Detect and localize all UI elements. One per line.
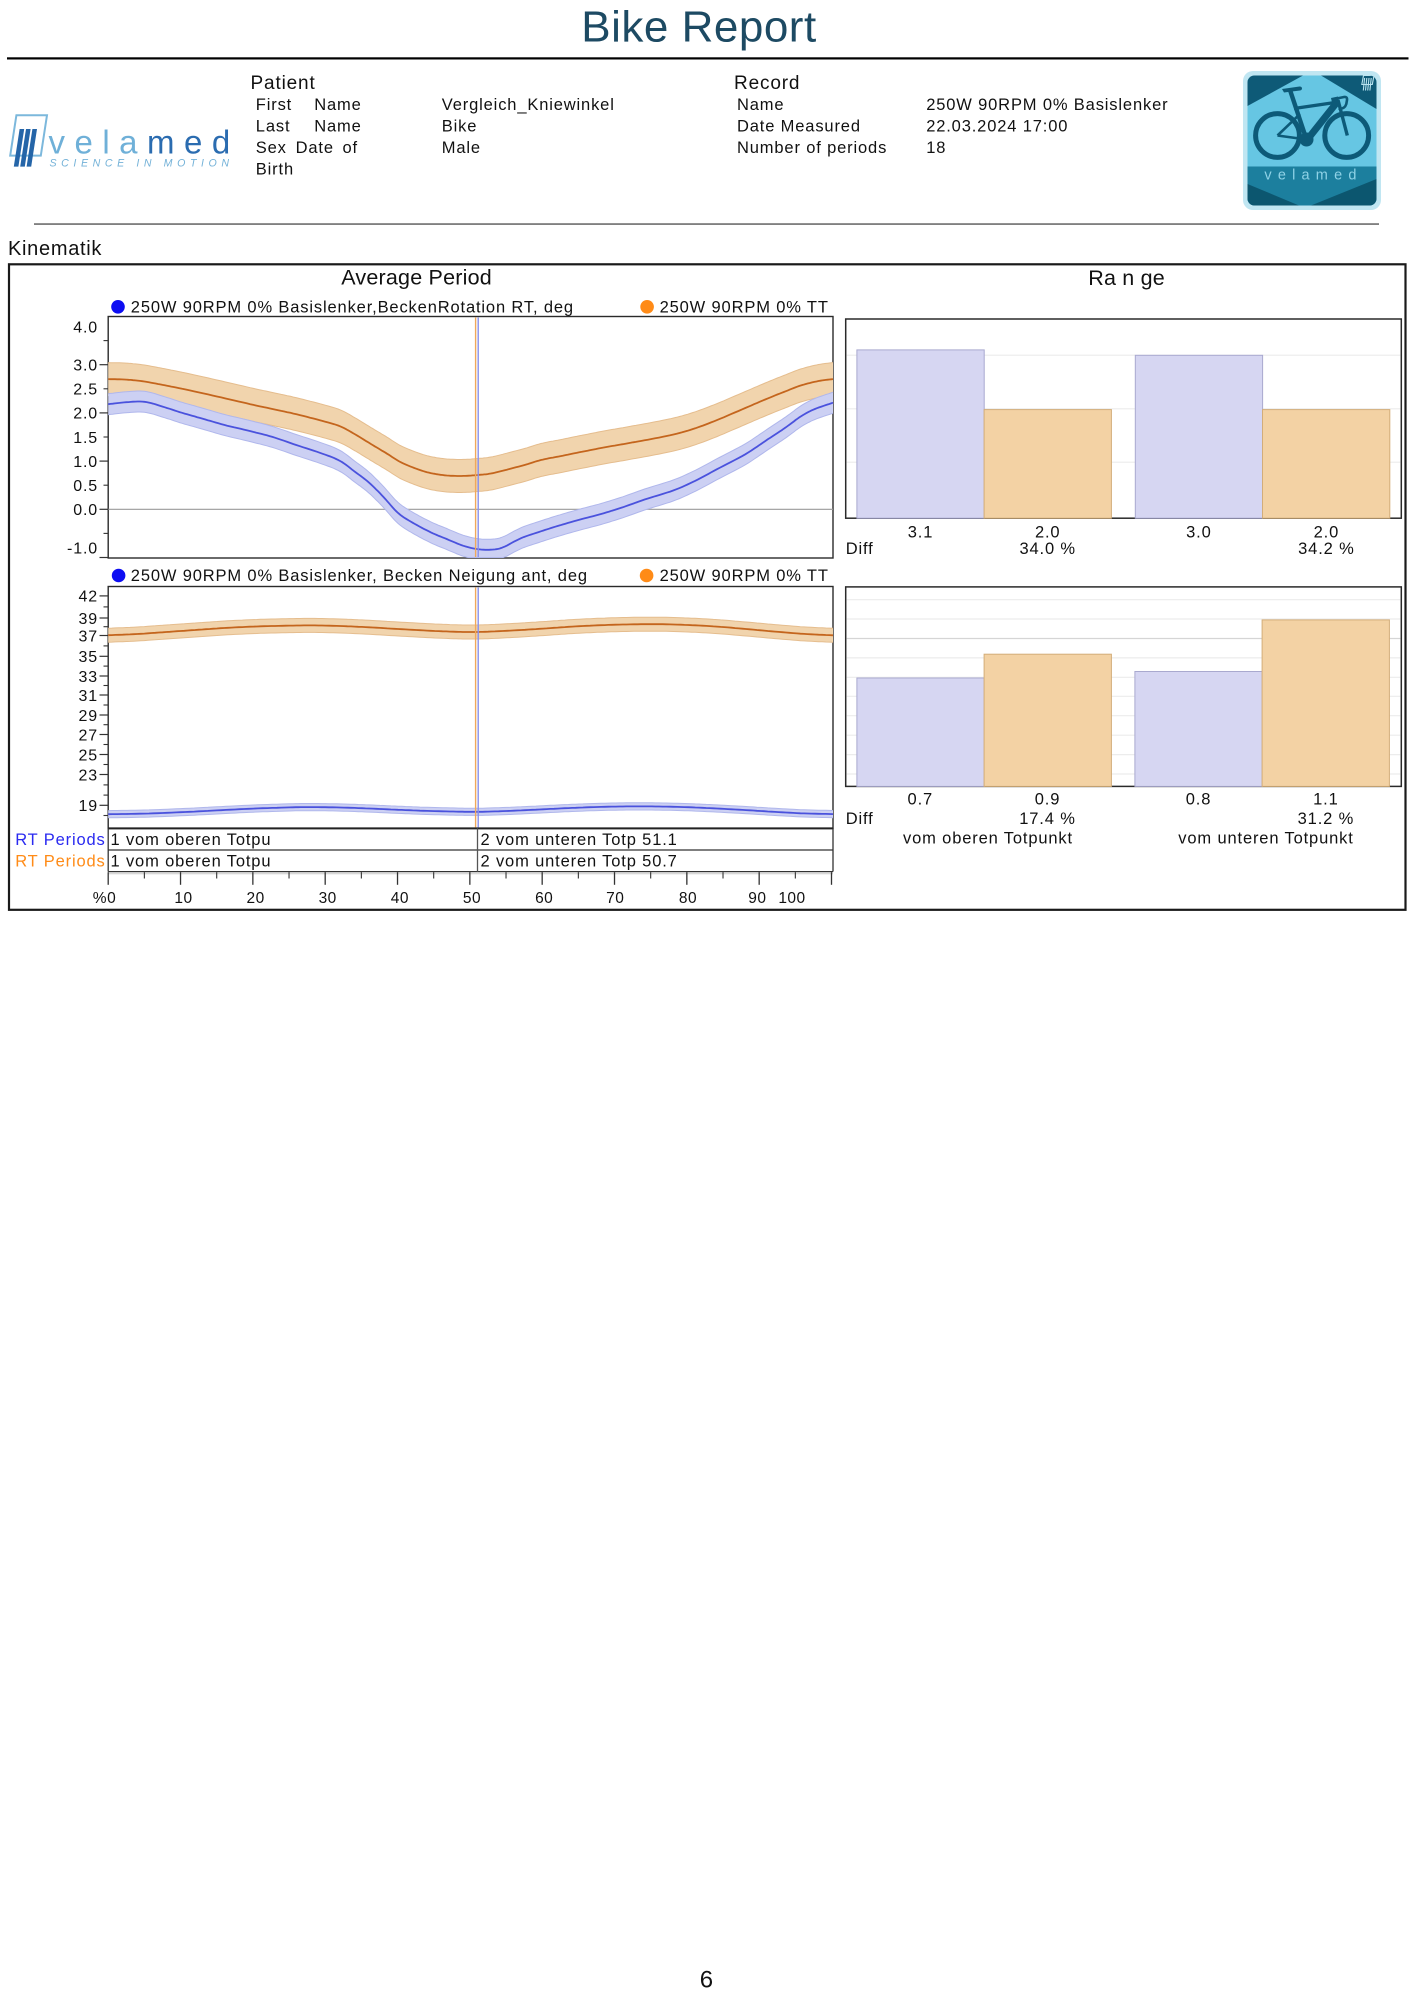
svg-text:1.1: 1.1: [1313, 790, 1339, 808]
svg-text:2.0: 2.0: [1035, 523, 1061, 541]
svg-text:50: 50: [463, 890, 481, 907]
svg-text:Patient: Patient: [251, 73, 316, 94]
svg-text:17.4 %: 17.4 %: [1019, 810, 1075, 828]
svg-text:of: of: [343, 139, 358, 157]
svg-text:25: 25: [79, 747, 99, 764]
svg-text:Diff: Diff: [846, 810, 874, 828]
svg-text:0.9: 0.9: [1035, 790, 1061, 808]
svg-text:Birth: Birth: [256, 160, 294, 178]
svg-text:Diff: Diff: [846, 540, 874, 558]
svg-text:2 vom unteren Totp 51.1: 2 vom unteren Totp 51.1: [481, 831, 678, 849]
svg-text:%0: %0: [93, 890, 116, 907]
svg-text:RT Periods: RT Periods: [15, 852, 105, 870]
svg-text:Name: Name: [314, 118, 361, 136]
svg-text:27: 27: [79, 727, 99, 744]
svg-text:250W 90RPM 0% Basislenker,Beck: 250W 90RPM 0% Basislenker,BeckenRotation…: [131, 299, 574, 317]
svg-text:250W 90RPM 0% TT: 250W 90RPM 0% TT: [660, 567, 829, 585]
svg-text:velamed: velamed: [49, 124, 240, 161]
svg-text:vom unteren Totpunkt: vom unteren Totpunkt: [1178, 829, 1353, 847]
svg-text:0.0: 0.0: [73, 502, 98, 519]
svg-text:Average Period: Average Period: [341, 265, 492, 289]
svg-text:19: 19: [79, 798, 99, 815]
svg-text:34.0 %: 34.0 %: [1019, 540, 1075, 558]
svg-text:Last: Last: [256, 118, 291, 136]
svg-text:31: 31: [79, 688, 99, 705]
svg-text:1.5: 1.5: [73, 430, 98, 447]
svg-text:37: 37: [79, 628, 99, 645]
svg-text:Number of periods: Number of periods: [737, 139, 887, 157]
svg-text:4.0: 4.0: [73, 319, 98, 336]
svg-text:22.03.2024 17:00: 22.03.2024 17:00: [926, 118, 1068, 136]
svg-text:250W 90RPM 0% TT: 250W 90RPM 0% TT: [660, 299, 829, 317]
svg-text:20: 20: [246, 890, 264, 907]
svg-text:RT Periods: RT Periods: [15, 831, 105, 849]
svg-text:-1.0: -1.0: [67, 541, 98, 558]
svg-text:6: 6: [700, 1967, 714, 1994]
svg-text:Male: Male: [442, 139, 481, 157]
svg-text:100: 100: [778, 890, 805, 907]
svg-text:0.7: 0.7: [908, 790, 934, 808]
svg-text:Ra n ge: Ra n ge: [1088, 266, 1165, 290]
svg-text:10: 10: [174, 890, 192, 907]
svg-text:2.5: 2.5: [73, 382, 98, 399]
svg-text:250W 90RPM 0% Basislenker, Bec: 250W 90RPM 0% Basislenker, Becken Neigun…: [131, 567, 588, 585]
svg-text:2.0: 2.0: [73, 406, 98, 423]
svg-text:42: 42: [79, 589, 99, 606]
svg-text:Bike Report: Bike Report: [581, 3, 816, 52]
svg-text:31.2 %: 31.2 %: [1298, 810, 1354, 828]
svg-text:vom oberen Totpunkt: vom oberen Totpunkt: [903, 829, 1073, 847]
svg-text:Date Measured: Date Measured: [737, 118, 861, 136]
svg-text:39: 39: [79, 611, 99, 628]
svg-text:Bike: Bike: [442, 118, 478, 136]
svg-text:1.0: 1.0: [73, 454, 98, 471]
svg-text:80: 80: [679, 890, 697, 907]
svg-text:23: 23: [79, 767, 99, 784]
svg-text:Record: Record: [734, 73, 800, 94]
svg-text:35: 35: [79, 649, 99, 666]
svg-text:18: 18: [926, 139, 946, 157]
svg-text:Vergleich_Kniewinkel: Vergleich_Kniewinkel: [442, 96, 615, 114]
svg-text:70: 70: [606, 890, 624, 907]
svg-text:250W 90RPM 0% Basislenker: 250W 90RPM 0% Basislenker: [926, 96, 1168, 114]
svg-text:Name: Name: [314, 96, 361, 114]
svg-text:2.0: 2.0: [1314, 523, 1340, 541]
svg-text:Sex: Sex: [256, 139, 287, 157]
svg-text:SCIENCE IN MOTION: SCIENCE IN MOTION: [50, 158, 234, 170]
svg-text:34.2 %: 34.2 %: [1298, 540, 1354, 558]
svg-text:30: 30: [319, 890, 337, 907]
svg-text:Name: Name: [737, 96, 784, 114]
svg-text:First: First: [256, 96, 292, 114]
svg-text:velamed: velamed: [1264, 168, 1362, 184]
svg-text:60: 60: [535, 890, 553, 907]
svg-text:3.0: 3.0: [1186, 523, 1212, 541]
svg-text:0.5: 0.5: [73, 478, 98, 495]
svg-text:40: 40: [391, 890, 409, 907]
svg-text:1 vom oberen Totpu: 1 vom oberen Totpu: [111, 831, 272, 849]
svg-text:33: 33: [79, 669, 99, 686]
svg-text:1 vom oberen Totpu: 1 vom oberen Totpu: [111, 852, 272, 870]
svg-text:0.8: 0.8: [1186, 790, 1212, 808]
svg-text:3.1: 3.1: [908, 523, 934, 541]
svg-text:Date: Date: [296, 139, 334, 157]
svg-text:2 vom unteren Totp 50.7: 2 vom unteren Totp 50.7: [481, 852, 678, 870]
svg-text:90: 90: [748, 890, 766, 907]
svg-text:Kinematik: Kinematik: [8, 238, 102, 260]
svg-text:3.0: 3.0: [73, 358, 98, 375]
svg-text:29: 29: [79, 708, 99, 725]
